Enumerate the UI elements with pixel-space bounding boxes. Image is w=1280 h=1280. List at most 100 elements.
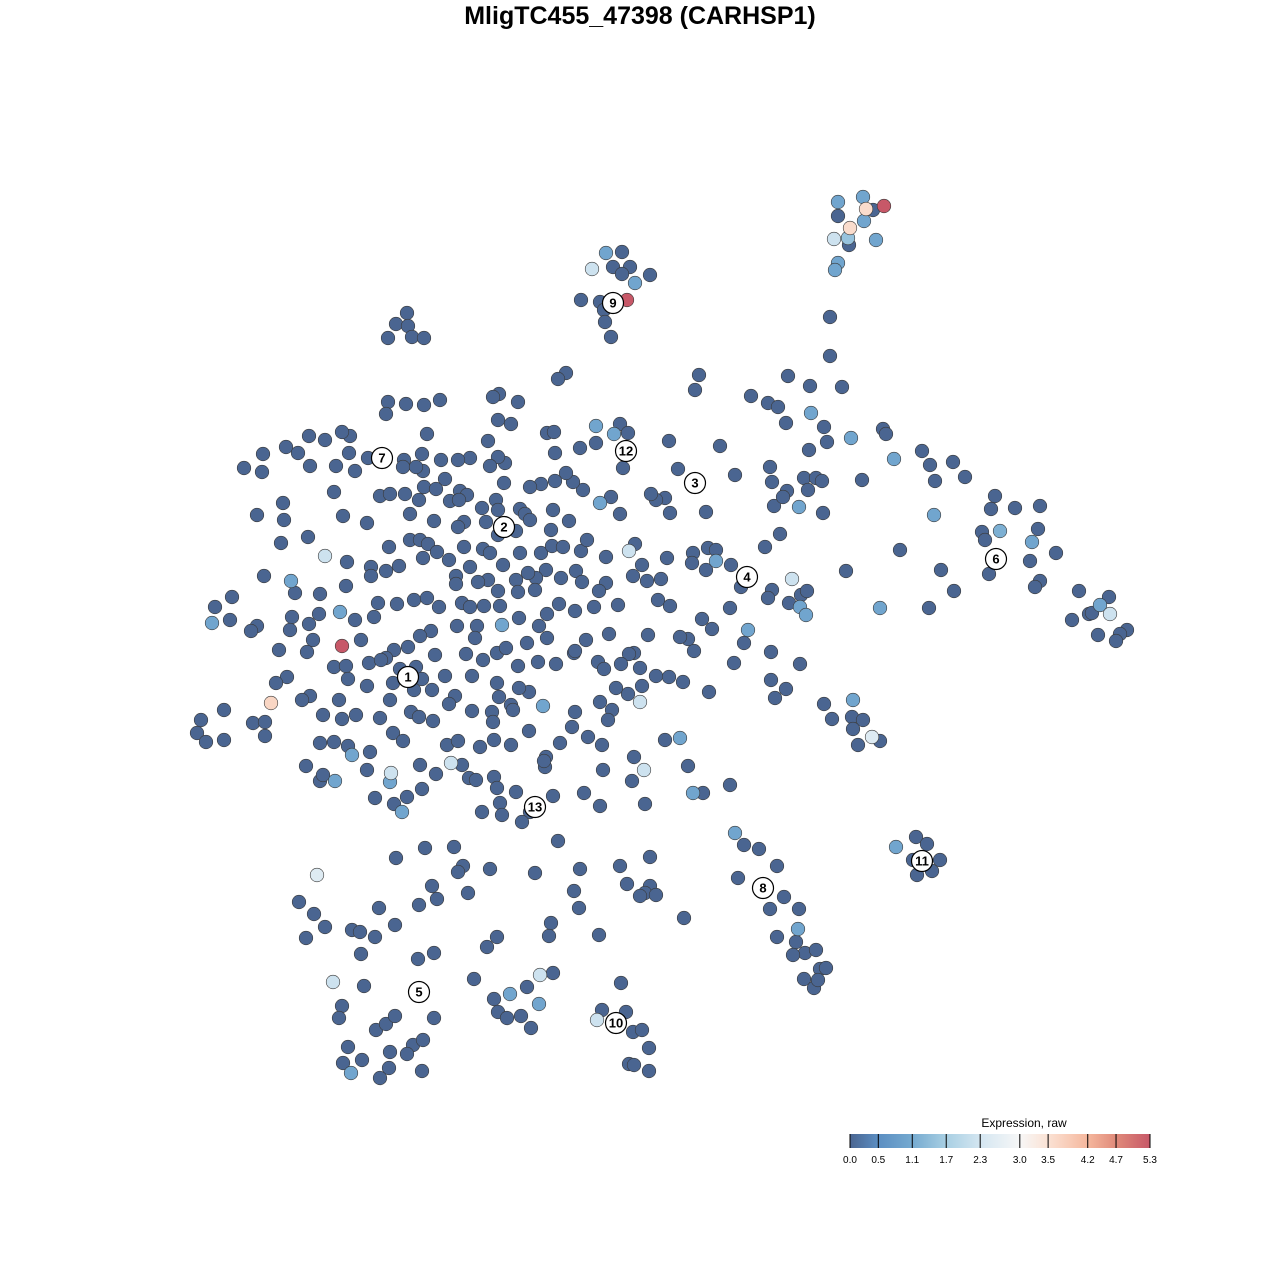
- data-point: [762, 901, 778, 917]
- cluster-label-circle: [604, 1011, 628, 1035]
- data-point: [816, 419, 832, 435]
- data-point: [613, 975, 629, 991]
- data-point: [927, 473, 943, 489]
- data-point: [380, 394, 396, 410]
- data-point: [312, 735, 328, 751]
- data-point: [378, 406, 394, 422]
- data-point: [727, 467, 743, 483]
- data-point: [780, 368, 796, 384]
- data-point: [545, 788, 561, 804]
- data-point: [382, 692, 398, 708]
- data-point: [1030, 521, 1046, 537]
- data-point: [584, 261, 600, 277]
- data-point: [576, 785, 592, 801]
- cluster-label: 9: [601, 291, 625, 315]
- data-point: [566, 883, 582, 899]
- data-point: [799, 583, 815, 599]
- data-point: [298, 758, 314, 774]
- data-point: [639, 573, 655, 589]
- cluster-label-text: 10: [609, 1016, 623, 1031]
- data-point: [626, 749, 642, 765]
- data-point: [919, 836, 935, 852]
- data-point: [366, 609, 382, 625]
- data-point: [946, 583, 962, 599]
- data-point: [387, 917, 403, 933]
- data-point: [334, 638, 350, 654]
- data-point: [326, 659, 342, 675]
- data-point: [429, 544, 445, 560]
- data-point: [977, 532, 993, 548]
- data-point: [539, 606, 555, 622]
- cluster-label: 4: [735, 565, 759, 589]
- data-point: [531, 618, 547, 634]
- cluster-label: 1: [396, 665, 420, 689]
- data-point: [764, 474, 780, 490]
- data-point: [273, 535, 289, 551]
- data-point: [650, 592, 666, 608]
- data-point: [381, 1060, 397, 1076]
- data-point: [311, 606, 327, 622]
- cluster-label-text: 6: [992, 552, 999, 567]
- data-point: [414, 446, 430, 462]
- data-point: [686, 643, 702, 659]
- data-point: [353, 946, 369, 962]
- data-point: [354, 1052, 370, 1068]
- data-point: [945, 454, 961, 470]
- data-point: [331, 1010, 347, 1026]
- data-point: [637, 796, 653, 812]
- data-point: [642, 267, 658, 283]
- data-point: [545, 965, 561, 981]
- data-point: [550, 833, 566, 849]
- data-point: [818, 960, 834, 976]
- data-point: [216, 732, 232, 748]
- data-point: [552, 735, 568, 751]
- data-point: [474, 500, 490, 516]
- data-point: [462, 559, 478, 575]
- data-point: [388, 850, 404, 866]
- data-point: [634, 557, 650, 573]
- data-point: [249, 507, 265, 523]
- data-point: [659, 550, 675, 566]
- data-point: [352, 924, 368, 940]
- data-point: [536, 753, 552, 769]
- data-point: [726, 655, 742, 671]
- cluster-label: 8: [751, 876, 775, 900]
- data-point: [1108, 633, 1124, 649]
- data-point: [397, 486, 413, 502]
- cluster-label: 5: [407, 980, 431, 1004]
- data-point: [788, 934, 804, 950]
- data-point: [601, 626, 617, 642]
- cluster-label-circle: [735, 565, 759, 589]
- data-point: [558, 465, 574, 481]
- data-point: [361, 655, 377, 671]
- data-point: [824, 711, 840, 727]
- data-point: [838, 563, 854, 579]
- data-point: [641, 1063, 657, 1079]
- data-point: [482, 861, 498, 877]
- data-point: [328, 458, 344, 474]
- data-point: [854, 472, 870, 488]
- data-point: [410, 951, 426, 967]
- data-point: [567, 704, 583, 720]
- data-point: [855, 712, 871, 728]
- data-point: [263, 695, 279, 711]
- cluster-label-text: 2: [500, 520, 507, 535]
- data-point: [672, 629, 688, 645]
- data-point: [387, 1008, 403, 1024]
- data-point: [494, 617, 510, 633]
- data-point: [769, 858, 785, 874]
- data-point: [921, 600, 937, 616]
- cluster-label-text: 11: [915, 854, 929, 869]
- data-point: [521, 723, 537, 739]
- data-point: [499, 1010, 515, 1026]
- data-point: [335, 508, 351, 524]
- data-point: [827, 262, 843, 278]
- data-point: [822, 348, 838, 364]
- data-point: [564, 719, 580, 735]
- data-point: [579, 532, 595, 548]
- data-point: [519, 979, 535, 995]
- data-point: [294, 692, 310, 708]
- legend-tick-label: 1.1: [905, 1155, 919, 1166]
- data-point: [723, 557, 739, 573]
